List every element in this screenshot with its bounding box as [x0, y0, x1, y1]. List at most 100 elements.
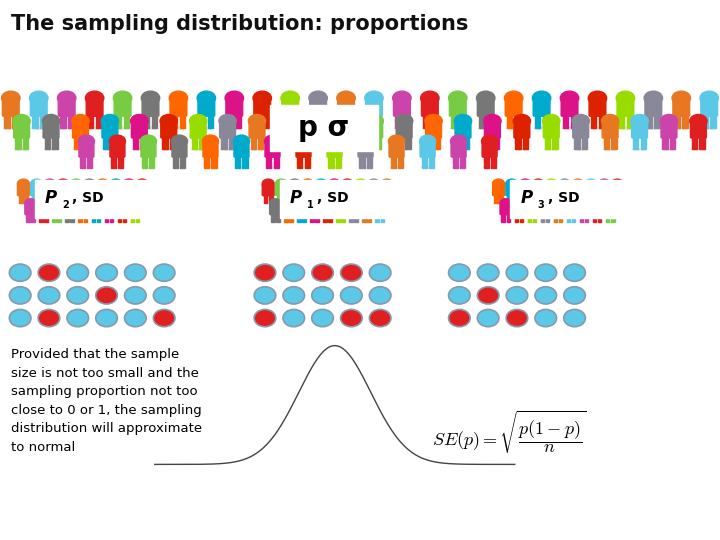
Bar	[521, 195, 524, 203]
Bar	[52, 137, 58, 149]
FancyBboxPatch shape	[354, 183, 367, 197]
Ellipse shape	[323, 221, 333, 223]
Circle shape	[38, 199, 50, 207]
Ellipse shape	[603, 147, 618, 151]
FancyBboxPatch shape	[334, 202, 347, 215]
Bar	[683, 116, 688, 129]
Circle shape	[578, 199, 590, 207]
Bar	[19, 195, 22, 203]
Bar	[508, 195, 511, 203]
Circle shape	[588, 91, 607, 105]
Circle shape	[337, 91, 355, 105]
Circle shape	[171, 135, 187, 147]
FancyBboxPatch shape	[280, 180, 397, 218]
FancyBboxPatch shape	[321, 202, 334, 215]
Bar	[573, 195, 577, 203]
FancyBboxPatch shape	[611, 183, 624, 197]
Bar	[507, 214, 510, 222]
Circle shape	[283, 199, 294, 207]
Bar	[117, 214, 121, 222]
Ellipse shape	[39, 221, 49, 223]
Bar	[235, 156, 240, 167]
Bar	[484, 156, 489, 167]
FancyBboxPatch shape	[616, 98, 634, 117]
FancyBboxPatch shape	[109, 183, 122, 197]
Bar	[343, 195, 346, 203]
Circle shape	[348, 199, 359, 207]
FancyBboxPatch shape	[56, 183, 70, 197]
Bar	[152, 116, 158, 129]
Bar	[421, 156, 426, 167]
Bar	[515, 214, 518, 222]
Bar	[361, 195, 365, 203]
Bar	[453, 156, 458, 167]
FancyBboxPatch shape	[388, 141, 405, 158]
Bar	[32, 214, 35, 222]
Circle shape	[506, 179, 518, 188]
Bar	[32, 116, 37, 129]
Ellipse shape	[141, 166, 156, 169]
Ellipse shape	[662, 147, 677, 151]
Bar	[582, 137, 588, 149]
Bar	[310, 214, 314, 222]
Ellipse shape	[506, 309, 528, 327]
FancyBboxPatch shape	[42, 121, 60, 139]
Circle shape	[270, 199, 282, 207]
Ellipse shape	[254, 126, 270, 130]
Ellipse shape	[342, 202, 353, 205]
Bar	[282, 195, 286, 203]
Bar	[104, 195, 107, 203]
Ellipse shape	[394, 126, 410, 130]
Circle shape	[116, 199, 127, 207]
Circle shape	[219, 114, 236, 127]
Circle shape	[276, 179, 287, 188]
Circle shape	[591, 199, 603, 207]
Ellipse shape	[96, 309, 117, 327]
Ellipse shape	[302, 202, 313, 205]
FancyBboxPatch shape	[72, 121, 89, 139]
Bar	[78, 214, 82, 222]
Ellipse shape	[361, 221, 372, 223]
Circle shape	[225, 91, 243, 105]
FancyBboxPatch shape	[219, 121, 236, 139]
Ellipse shape	[336, 221, 346, 223]
Bar	[71, 214, 74, 222]
Circle shape	[295, 135, 312, 147]
Circle shape	[42, 114, 60, 127]
Bar	[60, 116, 66, 129]
Ellipse shape	[390, 166, 404, 169]
FancyBboxPatch shape	[115, 202, 128, 215]
Ellipse shape	[566, 221, 576, 223]
Bar	[135, 214, 140, 222]
FancyBboxPatch shape	[360, 202, 373, 215]
Ellipse shape	[254, 264, 276, 281]
Circle shape	[420, 91, 439, 105]
Bar	[579, 195, 582, 203]
Circle shape	[598, 179, 610, 188]
Text: The sampling distribution: proportions: The sampling distribution: proportions	[11, 14, 468, 33]
Bar	[335, 195, 338, 203]
Circle shape	[57, 179, 69, 188]
Circle shape	[130, 199, 141, 207]
Ellipse shape	[130, 221, 140, 223]
Bar	[229, 137, 234, 149]
Text: 3: 3	[537, 200, 544, 210]
Circle shape	[328, 179, 340, 188]
Bar	[605, 195, 608, 203]
Ellipse shape	[111, 202, 121, 205]
Text: 1: 1	[307, 200, 314, 210]
Bar	[235, 116, 241, 129]
FancyBboxPatch shape	[301, 183, 315, 197]
Text: Provided that the sample
size is not too small and the
sampling proportion not t: Provided that the sample size is not too…	[11, 348, 202, 454]
Circle shape	[543, 114, 560, 127]
FancyBboxPatch shape	[30, 98, 48, 117]
Ellipse shape	[67, 287, 89, 304]
Ellipse shape	[153, 287, 175, 304]
Ellipse shape	[369, 202, 379, 205]
Bar	[287, 137, 293, 149]
Bar	[174, 156, 179, 167]
Bar	[367, 116, 373, 129]
FancyBboxPatch shape	[672, 98, 690, 117]
Ellipse shape	[546, 202, 557, 205]
Bar	[192, 137, 197, 149]
